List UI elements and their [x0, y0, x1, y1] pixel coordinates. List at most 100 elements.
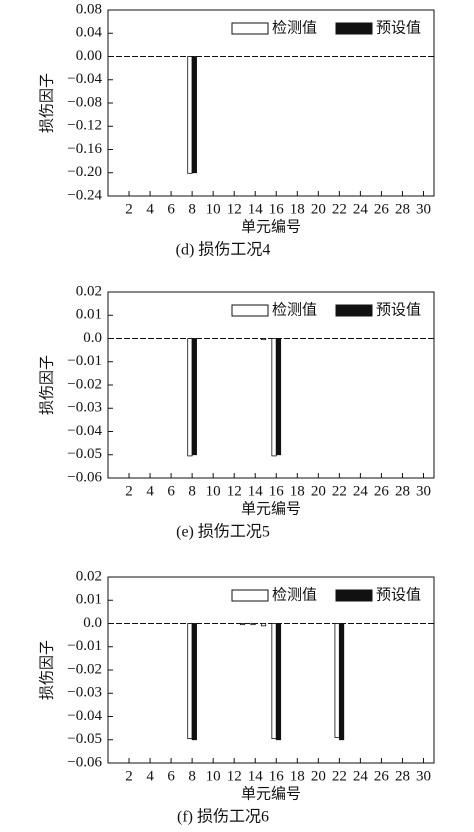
bar	[334, 623, 340, 738]
y-tick-label: −0.05	[67, 446, 102, 462]
x-tick-label: 20	[311, 768, 326, 784]
bar	[260, 623, 267, 627]
legend-swatch	[335, 589, 373, 602]
bar	[275, 338, 282, 456]
x-tick-label: 8	[188, 201, 196, 217]
x-tick-label: 24	[353, 201, 369, 217]
x-tick-label: 10	[206, 483, 221, 499]
legend-label: 预设值	[376, 586, 421, 603]
y-tick-label: −0.01	[67, 353, 102, 369]
bar	[187, 56, 193, 174]
bar	[191, 338, 197, 456]
legend-label: 预设值	[376, 19, 421, 36]
x-tick-label: 24	[353, 768, 369, 784]
caption: (f) 损伤工况6	[177, 808, 269, 826]
y-tick-label: −0.05	[67, 731, 102, 747]
x-axis-label: 单元编号	[241, 218, 301, 235]
legend-label: 检测值	[272, 301, 317, 318]
bar	[271, 338, 277, 457]
y-tick-label: −0.04	[67, 423, 102, 439]
legend-label: 预设值	[376, 301, 421, 318]
x-tick-label: 2	[125, 483, 133, 499]
x-tick-label: 10	[206, 201, 221, 217]
y-tick-label: −0.06	[67, 754, 102, 770]
x-tick-label: 24	[353, 483, 369, 499]
y-tick-label: −0.16	[67, 141, 102, 157]
x-tick-label: 12	[227, 201, 242, 217]
x-axis-label: 单元编号	[241, 785, 301, 802]
x-tick-label: 22	[332, 768, 347, 784]
x-tick-label: 28	[395, 201, 410, 217]
x-tick-label: 30	[416, 201, 431, 217]
x-tick-label: 26	[374, 201, 390, 217]
bar	[275, 623, 282, 741]
x-tick-label: 16	[269, 483, 285, 499]
bar	[187, 623, 193, 739]
bar	[187, 338, 193, 457]
x-tick-label: 2	[125, 201, 133, 217]
plot-frame	[107, 291, 435, 479]
x-tick-label: 16	[269, 201, 285, 217]
y-tick-label: 0.0	[83, 330, 102, 346]
x-tick-label: 18	[290, 483, 305, 499]
x-tick-label: 18	[290, 768, 305, 784]
legend-swatch	[231, 22, 269, 35]
legend-label: 检测值	[272, 19, 317, 36]
y-axis-label: 损伤因子	[38, 640, 55, 700]
y-tick-label: −0.24	[67, 187, 102, 203]
x-tick-label: 28	[395, 768, 410, 784]
y-tick-label: 0.02	[76, 568, 102, 584]
y-tick-label: −0.06	[67, 469, 102, 485]
x-tick-label: 16	[269, 768, 285, 784]
x-tick-label: 28	[395, 483, 410, 499]
y-tick-label: −0.03	[67, 685, 102, 701]
y-tick-label: −0.04	[67, 708, 102, 724]
y-tick-label: −0.04	[67, 71, 102, 87]
x-tick-label: 30	[416, 483, 431, 499]
y-tick-label: 0.01	[76, 592, 102, 608]
x-tick-label: 22	[332, 201, 347, 217]
y-tick-label: −0.02	[67, 376, 102, 392]
x-tick-label: 14	[248, 201, 264, 217]
x-tick-label: 10	[206, 768, 221, 784]
caption: (e) 损伤工况5	[176, 523, 270, 541]
bar	[191, 623, 197, 741]
legend-label: 检测值	[272, 586, 317, 603]
plot-frame	[107, 576, 435, 764]
bar	[260, 338, 267, 341]
y-tick-label: −0.20	[67, 164, 102, 180]
y-tick-label: −0.03	[67, 400, 102, 416]
x-tick-label: 6	[167, 201, 175, 217]
y-tick-label: 0.00	[76, 48, 102, 64]
y-tick-label: −0.12	[67, 118, 102, 134]
x-tick-label: 8	[188, 483, 196, 499]
x-tick-label: 26	[374, 768, 390, 784]
x-tick-label: 14	[248, 768, 264, 784]
x-tick-label: 2	[125, 768, 133, 784]
x-tick-label: 6	[167, 483, 175, 499]
x-tick-label: 20	[311, 201, 326, 217]
legend-swatch	[335, 304, 373, 317]
x-tick-label: 20	[311, 483, 326, 499]
plot-frame	[107, 9, 435, 197]
x-tick-label: 4	[146, 768, 154, 784]
bar	[338, 623, 345, 741]
y-tick-label: −0.08	[67, 94, 102, 110]
x-tick-label: 4	[146, 201, 154, 217]
caption: (d) 损伤工况4	[176, 241, 271, 259]
x-tick-label: 8	[188, 768, 196, 784]
y-tick-label: 0.0	[83, 615, 102, 631]
x-tick-label: 12	[227, 483, 242, 499]
x-tick-label: 14	[248, 483, 264, 499]
x-tick-label: 22	[332, 483, 347, 499]
y-tick-label: 0.01	[76, 307, 102, 323]
y-axis-label: 损伤因子	[38, 73, 55, 133]
x-tick-label: 6	[167, 768, 175, 784]
legend-swatch	[335, 22, 373, 35]
x-tick-label: 18	[290, 201, 305, 217]
bar	[191, 56, 197, 174]
x-tick-label: 12	[227, 768, 242, 784]
y-tick-label: 0.04	[76, 25, 103, 41]
x-tick-label: 4	[146, 483, 154, 499]
